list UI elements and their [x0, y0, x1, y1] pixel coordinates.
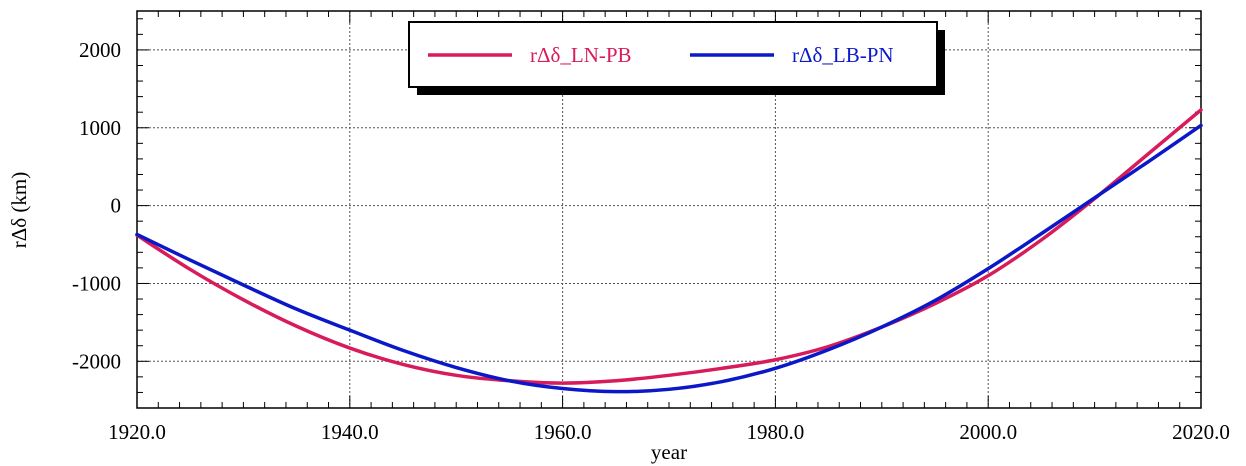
y-axis-label: rΔδ (km): [7, 172, 31, 248]
y-tick-label: 0: [111, 194, 122, 218]
x-tick-label: 1980.0: [747, 420, 805, 444]
legend-label-ln-pb: rΔδ_LN-PB: [530, 43, 632, 67]
x-tick-labels: 1920.0 1940.0 1960.0 1980.0 2000.0 2020.0: [108, 420, 1230, 444]
series-lines: [135, 108, 1203, 394]
x-tick-label: 1920.0: [108, 420, 166, 444]
x-tick-label: 1960.0: [534, 420, 592, 444]
x-tick-label: 2000.0: [959, 420, 1017, 444]
y-tick-label: 1000: [79, 116, 121, 140]
y-tick-label: -2000: [72, 349, 121, 373]
y-tick-label: -1000: [72, 271, 121, 295]
series-line-1: [135, 123, 1203, 394]
y-tick-labels: 2000 1000 0 -1000 -2000: [72, 38, 121, 373]
legend: rΔδ_LN-PB rΔδ_LB-PN: [408, 21, 945, 95]
series-line-0: [135, 108, 1203, 385]
x-axis-label: year: [651, 440, 687, 464]
x-tick-label: 1940.0: [321, 420, 379, 444]
legend-label-lb-pn: rΔδ_LB-PN: [792, 43, 894, 67]
x-tick-label: 2020.0: [1172, 420, 1230, 444]
y-tick-label: 2000: [79, 38, 121, 62]
